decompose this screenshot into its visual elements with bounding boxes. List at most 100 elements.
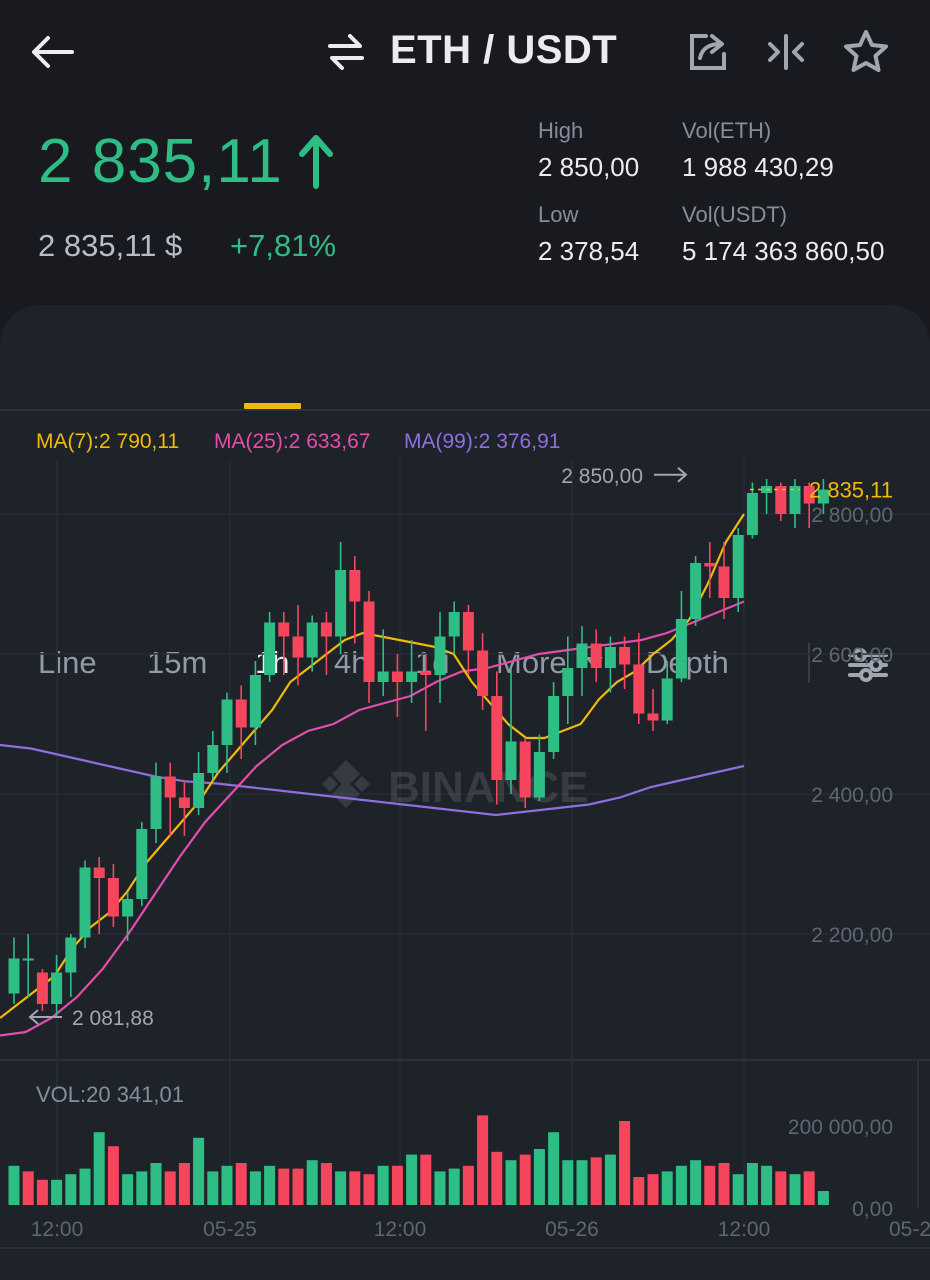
volume-bar [604, 1154, 616, 1205]
volume-bar [817, 1191, 829, 1205]
volume-bar [533, 1149, 545, 1205]
star-icon[interactable] [842, 28, 890, 76]
volume-axis-tick: 0,00 [852, 1198, 893, 1221]
candle-body [718, 566, 730, 598]
candle-body [193, 773, 205, 808]
active-tab-indicator [244, 403, 301, 409]
volume-bar [136, 1171, 148, 1205]
volume-bar [420, 1154, 432, 1205]
tab-15m[interactable]: 15m [147, 645, 208, 680]
ma7-indicator[interactable]: MA(7):2 790,11 [36, 430, 180, 453]
max-price-label: 2 850,00 [561, 465, 643, 488]
tab-line[interactable]: Line [38, 645, 97, 680]
back-arrow-icon[interactable] [28, 30, 76, 74]
x-axis-tick: 05-2 [889, 1218, 930, 1241]
volume-bar [249, 1171, 261, 1205]
volume-bar [8, 1165, 20, 1205]
volume-bar [391, 1165, 403, 1205]
candle-body [633, 664, 645, 714]
candle-body [817, 489, 829, 504]
candle-body [93, 867, 105, 878]
watermark-text: BINANCE [388, 763, 588, 812]
ma25-indicator[interactable]: MA(25):2 633,67 [214, 430, 371, 453]
candle-body [775, 486, 787, 514]
y-axis-tick: 2 600,00 [811, 644, 893, 667]
x-axis-tick: 12:00 [31, 1218, 84, 1241]
last-price: 2 835,11 [38, 127, 283, 196]
volume-bar [789, 1174, 801, 1205]
x-axis-tick: 05-26 [545, 1218, 599, 1241]
volume-bar [164, 1171, 176, 1205]
volume-bar [619, 1121, 631, 1205]
binance-watermark: BINANCE [322, 760, 588, 812]
candle-body [122, 899, 134, 917]
price-change-percent: +7,81% [230, 228, 337, 263]
candle-body [335, 570, 347, 637]
candle-body [491, 696, 503, 780]
x-axis-tick: 05-25 [203, 1218, 257, 1241]
volume-bar [178, 1163, 190, 1205]
candle-body [349, 570, 361, 602]
candle-body [51, 972, 63, 1004]
volume-bar [349, 1171, 361, 1205]
tab-depth[interactable]: Depth [646, 645, 729, 680]
price-usd: 2 835,11 $ [38, 228, 183, 263]
vol-quote-value: 5 174 363 860,50 [682, 236, 885, 266]
volume-bar [491, 1151, 503, 1205]
volume-bar [803, 1171, 815, 1205]
volume-axis-tick: 200 000,00 [788, 1116, 893, 1139]
candle-body [249, 675, 261, 728]
candle-body [150, 776, 162, 829]
candlestick-chart[interactable]: BINANCE 2 800,00 2 600,00 2 400,00 2 200,00 2… [0, 460, 930, 1260]
volume-bar [519, 1154, 531, 1205]
low-value: 2 378,54 [538, 236, 640, 266]
candle-body [533, 752, 545, 798]
y-axis-tick: 2 200,00 [811, 924, 893, 947]
share-icon[interactable] [686, 30, 730, 74]
candle-body [8, 958, 20, 994]
low-label: Low [538, 202, 579, 227]
volume-bar [107, 1146, 119, 1205]
volume-bar [434, 1171, 446, 1205]
volume-bar [548, 1132, 560, 1205]
volume-bar [150, 1163, 162, 1205]
candle-body [391, 671, 403, 682]
ma99-indicator[interactable]: MA(99):2 376,91 [404, 430, 561, 453]
volume-bar [51, 1179, 63, 1205]
volume-bar [576, 1160, 588, 1205]
candle-body [65, 937, 77, 973]
tab-4h[interactable]: 4h [334, 645, 369, 680]
compare-icon[interactable] [766, 32, 806, 72]
volume-bar [22, 1171, 34, 1205]
volume-bar [292, 1168, 304, 1205]
candle-body [789, 486, 801, 514]
price-up-arrow-icon [299, 135, 333, 189]
candle-body [732, 535, 744, 598]
volume-bar [704, 1165, 716, 1205]
volume-bar [363, 1174, 375, 1205]
chart-settings-icon[interactable] [846, 645, 890, 685]
max-arrow-icon [654, 467, 688, 483]
swap-icon[interactable] [326, 32, 366, 72]
candle-body [306, 622, 318, 658]
candle-body [406, 671, 418, 682]
candle-body [22, 958, 34, 961]
candle-body [178, 797, 190, 808]
volume-bar [335, 1171, 347, 1205]
candle-body [264, 622, 276, 675]
candle-body [434, 636, 446, 675]
volume-bar [661, 1171, 673, 1205]
volume-bar [79, 1168, 91, 1205]
y-axis-tick: 2 800,00 [811, 504, 893, 527]
vol-base-value: 1 988 430,29 [682, 152, 834, 182]
volume-bar [477, 1115, 489, 1205]
min-price-label: 2 081,88 [72, 1007, 154, 1030]
candle-body [704, 563, 716, 567]
candle-body [164, 776, 176, 798]
candle-body [36, 972, 48, 1004]
candle-body [477, 650, 489, 696]
candle-body [136, 829, 148, 899]
candle-body [590, 643, 602, 668]
candle-body [448, 612, 460, 637]
trading-pair-title[interactable]: ETH / USDT [390, 28, 618, 72]
